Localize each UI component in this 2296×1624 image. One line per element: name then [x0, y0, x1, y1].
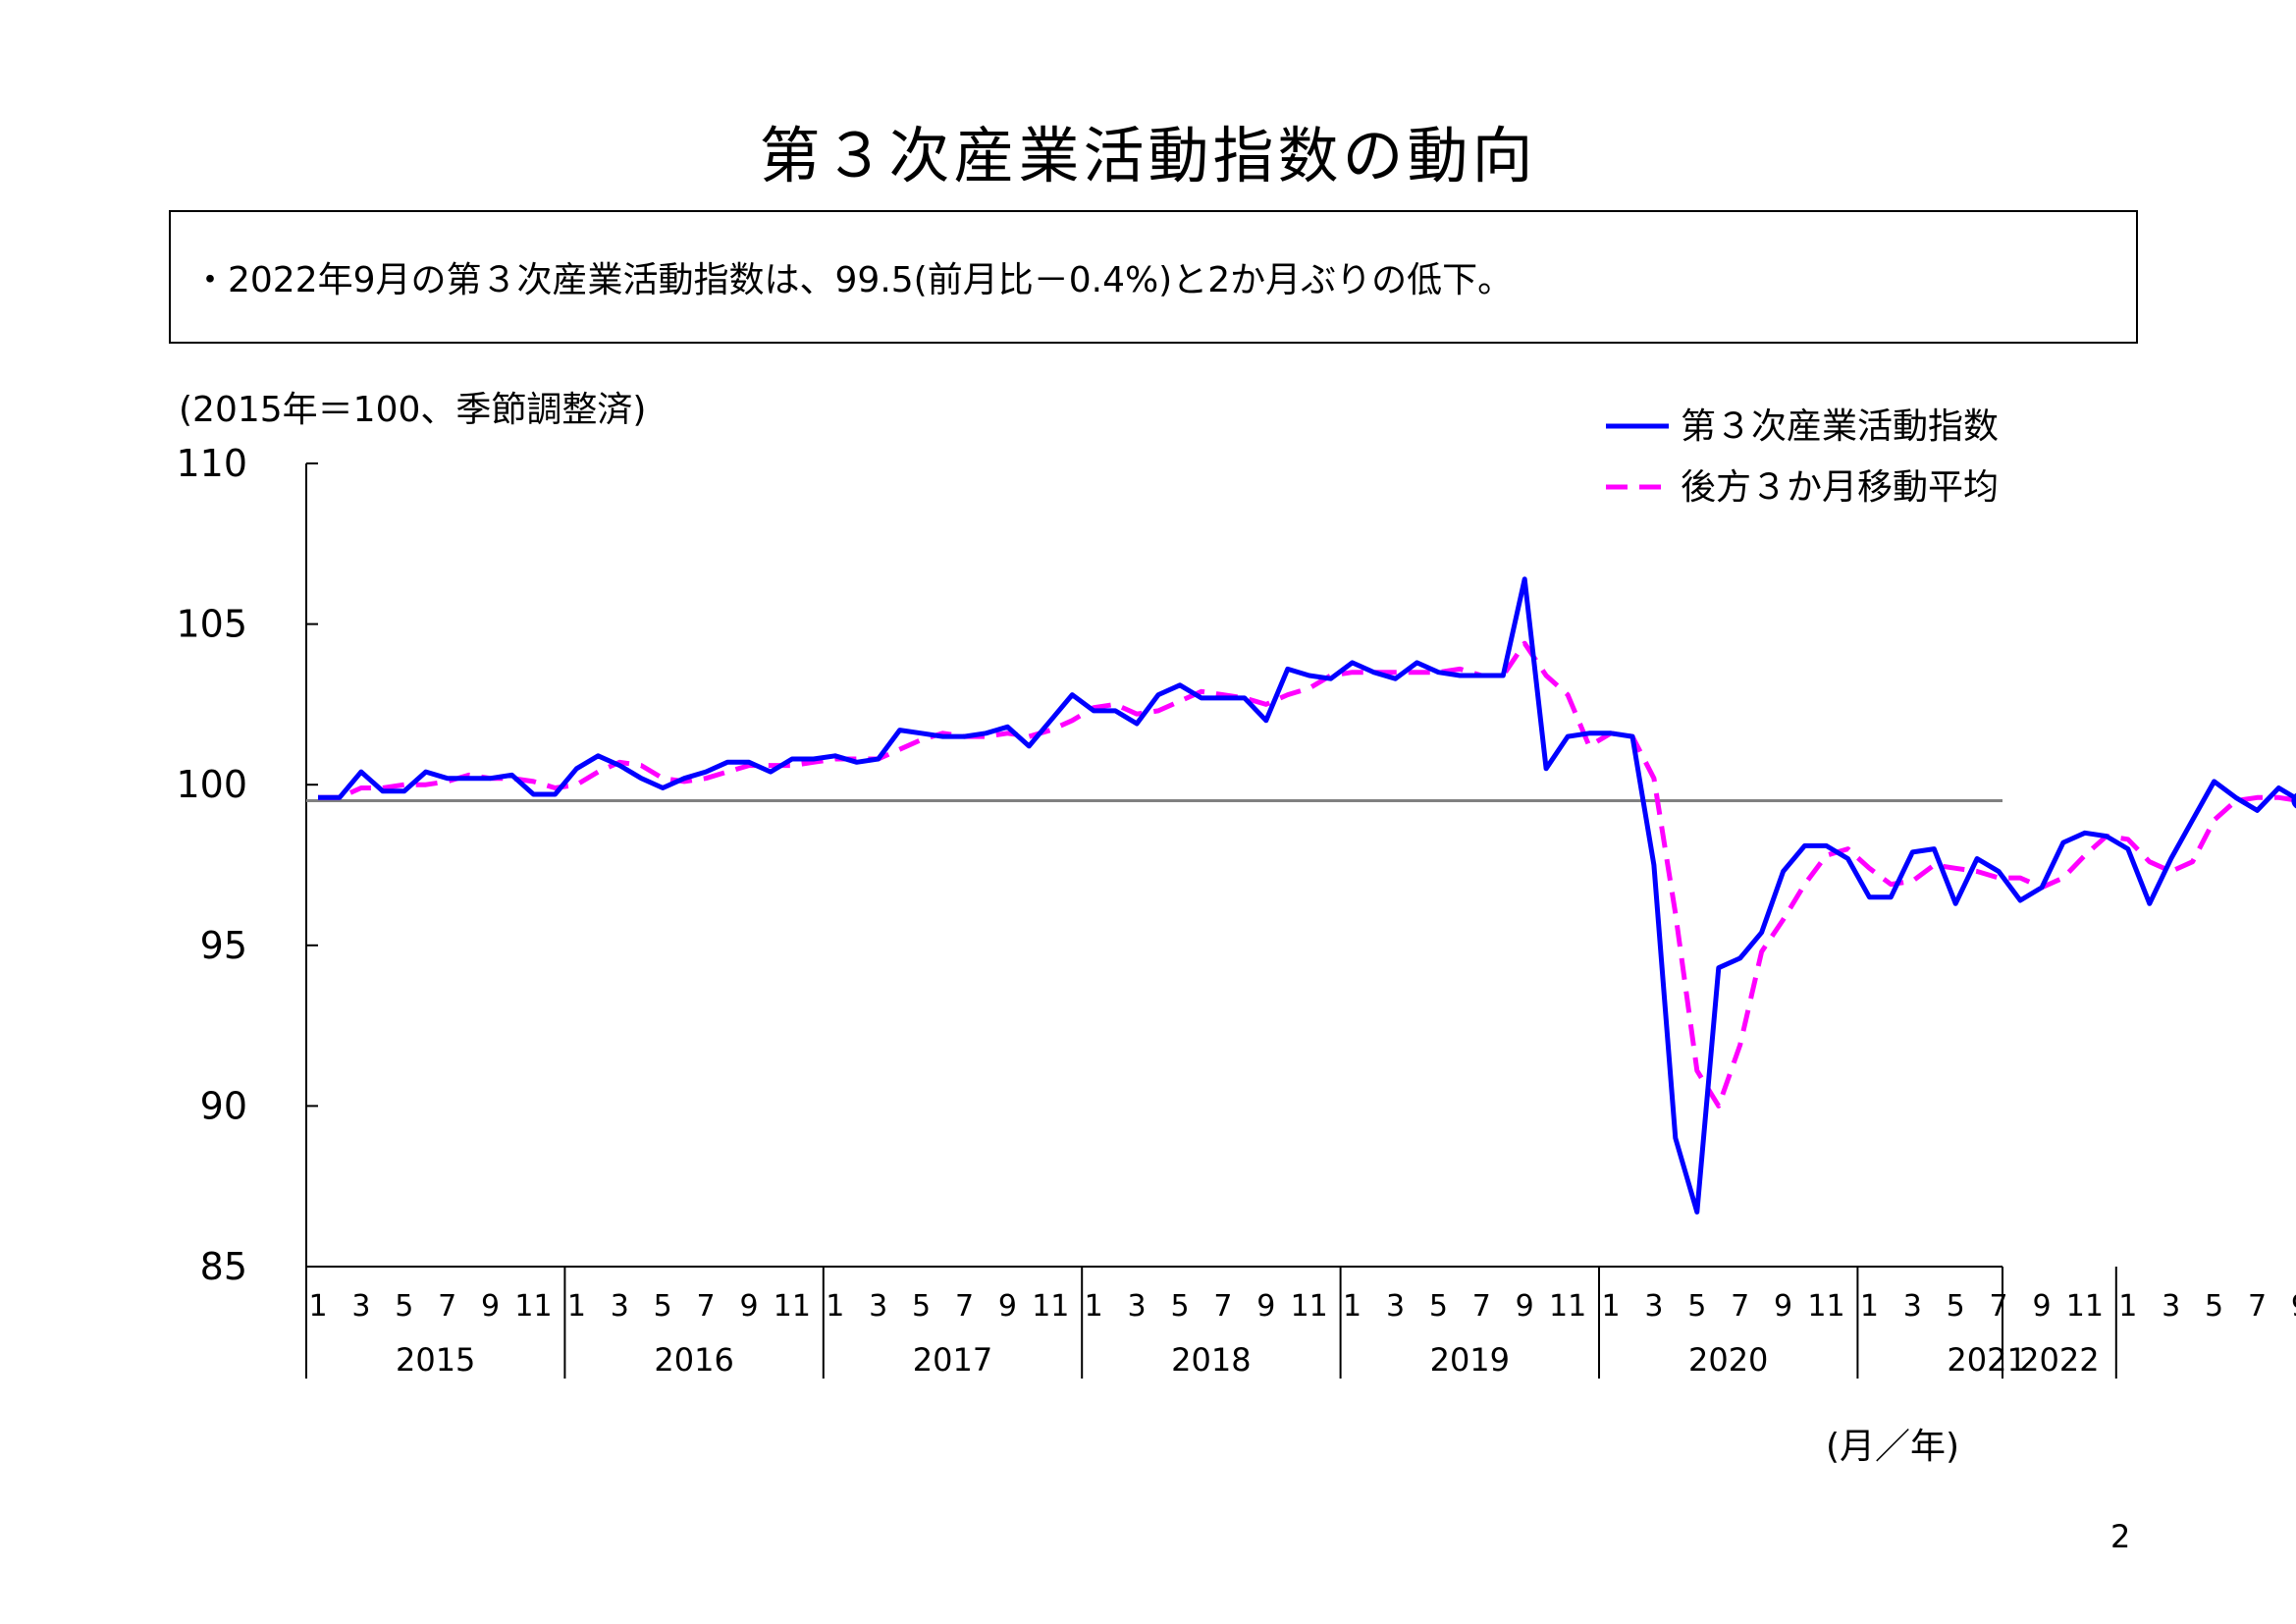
x-year-label: 2016 [654, 1341, 733, 1379]
index-line [318, 576, 2296, 1215]
x-month-label: 1 [1343, 1289, 1362, 1324]
y-tick-label: 95 [200, 924, 247, 967]
x-month-label: 3 [1386, 1289, 1405, 1324]
x-year-label: 2022 [2019, 1341, 2099, 1379]
x-year-label: 2019 [1430, 1341, 1510, 1379]
x-month-label: 7 [2248, 1289, 2267, 1324]
x-year-label: 2017 [913, 1341, 992, 1379]
last-point-marker [2291, 792, 2296, 809]
x-month-label: 9 [1774, 1289, 1792, 1324]
x-month-label: 5 [912, 1289, 931, 1324]
x-month-label: 3 [869, 1289, 887, 1324]
x-month-label: 5 [1170, 1289, 1189, 1324]
summary-text: ・2022年9月の第３次産業活動指数は、99.5(前月比－0.4%)と2か月ぶり… [192, 260, 1514, 300]
x-month-label: 9 [2291, 1289, 2296, 1324]
x-year-label: 2015 [396, 1341, 475, 1379]
legend-ma-label: 後方３か月移動平均 [1681, 467, 1999, 508]
x-month-label: 3 [1644, 1289, 1663, 1324]
chart-axes: 85 90 95 100 105 110 [176, 442, 318, 1288]
x-month-label: 5 [2205, 1289, 2223, 1324]
x-month-label: 3 [1128, 1289, 1147, 1324]
y-tick-label: 110 [176, 442, 247, 485]
x-year-label: 2020 [1688, 1341, 1768, 1379]
x-month-label: 3 [1903, 1289, 1922, 1324]
legend: 第３次産業活動指数 後方３か月移動平均 [1606, 406, 1999, 508]
y-tick-label: 100 [176, 763, 247, 806]
legend-index-label: 第３次産業活動指数 [1681, 406, 1999, 447]
x-month-label: 7 [697, 1289, 716, 1324]
x-month-label: 7 [1731, 1289, 1749, 1324]
x-month-label: 1 [826, 1289, 844, 1324]
x-month-label: 3 [2162, 1289, 2180, 1324]
x-month-label: 5 [1429, 1289, 1448, 1324]
x-month-label: 1 [2118, 1289, 2137, 1324]
y-tick-label: 85 [200, 1245, 247, 1288]
page-title: 第３次産業活動指数の動向 [759, 120, 1537, 191]
x-month-label: 9 [1256, 1289, 1275, 1324]
x-month-label: 7 [1213, 1289, 1232, 1324]
x-axis-unit: (月／年) [1826, 1427, 1960, 1467]
x-month-label: 1 [1601, 1289, 1620, 1324]
x-year-label: 2021 [1947, 1341, 2026, 1379]
x-month-label: 9 [481, 1289, 500, 1324]
y-tick-label: 105 [176, 603, 247, 646]
x-month-label: 1 [308, 1289, 327, 1324]
x-month-label: 7 [955, 1289, 974, 1324]
x-month-label: 11 [1549, 1289, 1586, 1324]
unit-note: (2015年＝100、季節調整済) [179, 390, 647, 430]
x-month-label: 1 [1860, 1289, 1879, 1324]
x-month-label: 9 [2032, 1289, 2051, 1324]
x-month-label: 11 [1807, 1289, 1844, 1324]
x-month-label: 11 [774, 1289, 811, 1324]
series-lines: 99.5 [318, 576, 2296, 1215]
x-month-label: 9 [739, 1289, 758, 1324]
x-month-label: 3 [351, 1289, 370, 1324]
x-month-label: 7 [438, 1289, 456, 1324]
x-month-label: 5 [654, 1289, 672, 1324]
x-month-label: 9 [1516, 1289, 1534, 1324]
x-month-label: 5 [395, 1289, 413, 1324]
x-month-label: 11 [1291, 1289, 1328, 1324]
x-month-label: 11 [1032, 1289, 1069, 1324]
x-month-label: 5 [1947, 1289, 1965, 1324]
x-month-label: 11 [514, 1289, 552, 1324]
x-month-label: 5 [1687, 1289, 1706, 1324]
page-number: 2 [2110, 1518, 2131, 1555]
x-month-label: 7 [1472, 1289, 1491, 1324]
x-month-label: 1 [567, 1289, 586, 1324]
x-month-label: 3 [611, 1289, 629, 1324]
x-month-label: 9 [998, 1289, 1017, 1324]
x-year-label: 2018 [1171, 1341, 1251, 1379]
x-month-label: 11 [2066, 1289, 2104, 1324]
x-month-label: 1 [1085, 1289, 1103, 1324]
summary-box: ・2022年9月の第３次産業活動指数は、99.5(前月比－0.4%)と2か月ぶり… [169, 210, 2138, 344]
x-month-label: 7 [1990, 1289, 2008, 1324]
moving-average-line [318, 640, 2296, 1109]
y-tick-label: 90 [200, 1084, 247, 1127]
